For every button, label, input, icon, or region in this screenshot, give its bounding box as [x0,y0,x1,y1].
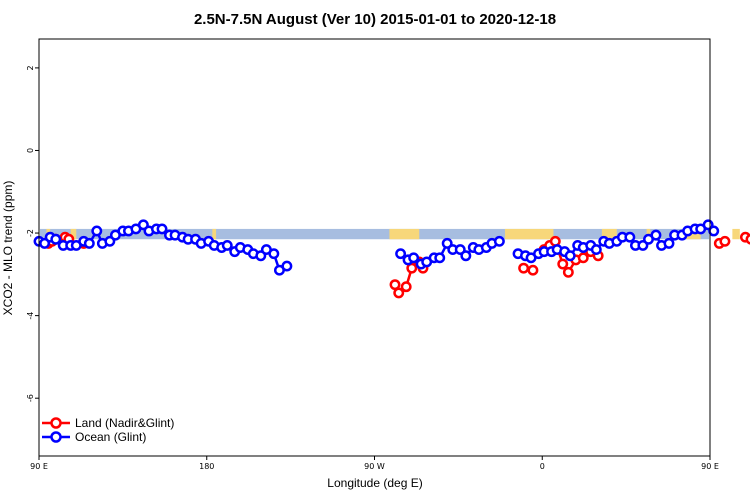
data-point [395,248,407,260]
data-point [91,225,103,237]
data-point [518,262,530,274]
legend-ocean-label: Ocean (Glint) [75,430,146,444]
y-tick-label: -2 [26,229,35,237]
legend-land-marker [50,417,62,429]
land-band-segment [389,228,420,240]
data-point [624,231,636,243]
data-point [50,233,62,245]
data-point [393,287,405,299]
data-point [400,281,412,293]
data-point [590,244,602,256]
data-point [221,239,233,251]
data-point [719,235,731,247]
data-point [408,252,420,264]
data-point [434,252,446,264]
y-tick-label: 2 [26,65,35,70]
x-axis: 90 E 180 90 W 0 90 E [30,456,719,471]
x-tick-label: 0 [540,462,545,471]
data-point [663,237,675,249]
chart-title: 2.5N-7.5N August (Ver 10) 2015-01-01 to … [194,11,556,28]
data-point [156,223,168,235]
data-point [389,279,401,291]
legend-ocean-marker [50,431,62,443]
data-point [557,258,569,270]
data-point [281,260,293,272]
data-point [83,237,95,249]
x-tick-label: 90 W [364,462,385,471]
data-point [650,229,662,241]
y-tick-label: -6 [26,394,35,402]
legend: Land (Nadir&Glint) Ocean (Glint) [42,416,174,444]
land-band-segment [683,228,701,240]
data-point [527,264,539,276]
ocean-band [40,228,709,240]
y-axis-label: XCO2 - MLO trend (ppm) [1,181,15,316]
land-band-segment [212,228,217,240]
y-axis: 2 0 -2 -4 -6 [26,65,39,402]
data-point [268,248,280,260]
land-band-segment [601,228,617,240]
series-layer [33,219,750,299]
land-band-segment [70,228,77,240]
legend-land-label: Land (Nadir&Glint) [75,416,174,430]
data-point [577,252,589,264]
data-point [708,225,720,237]
y-tick-label: 0 [26,148,35,153]
data-point [406,262,418,274]
data-point [460,250,472,262]
data-point [562,266,574,278]
x-axis-label: Longitude (deg E) [327,476,422,490]
data-point [745,233,750,245]
y-tick-label: -4 [26,312,35,320]
x-tick-label: 180 [199,462,214,471]
data-point [564,250,576,262]
series-ocean [33,219,720,276]
land-band-segment [732,228,740,240]
x-tick-label: 90 E [30,462,48,471]
land-band-segment [504,228,554,240]
x-tick-label: 90 E [701,462,719,471]
data-point [493,235,505,247]
